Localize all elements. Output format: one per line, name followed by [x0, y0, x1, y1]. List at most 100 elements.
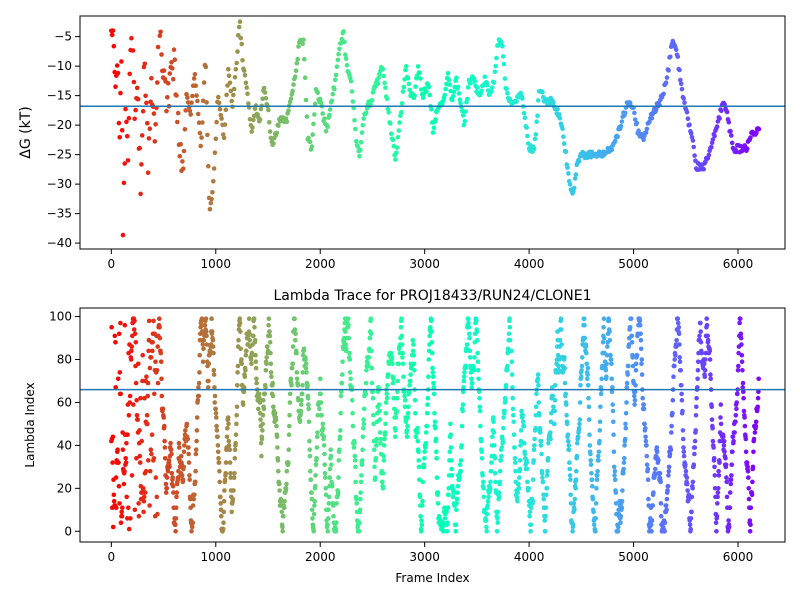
lambda-point — [444, 509, 449, 515]
lambda-point — [300, 383, 305, 388]
lambda-point — [679, 383, 684, 388]
lambda-point — [509, 372, 515, 377]
lambda-point — [381, 471, 386, 476]
lambda-point — [567, 473, 573, 478]
delta-g-point — [451, 89, 457, 95]
lambda-point — [232, 471, 237, 476]
lambda-point — [185, 436, 191, 442]
delta-g-point — [191, 76, 197, 81]
delta-g-point — [350, 99, 356, 104]
lambda-point — [746, 475, 751, 480]
delta-g-point — [712, 133, 717, 139]
delta-g-point — [226, 66, 231, 72]
delta-g-point — [490, 85, 495, 90]
lambda-point — [702, 374, 708, 380]
lambda-point — [161, 415, 166, 420]
lambda-point — [276, 468, 281, 474]
lambda-point — [338, 393, 344, 399]
lambda-point — [371, 413, 376, 418]
lambda-point — [562, 380, 568, 386]
lambda-point — [515, 490, 520, 495]
delta-g-point — [534, 119, 539, 124]
lambda-point — [200, 342, 206, 347]
lambda-point — [747, 529, 753, 534]
delta-g-points — [109, 19, 762, 238]
lambda-point — [266, 322, 271, 328]
lambda-point — [352, 453, 358, 459]
lambda-point — [665, 488, 670, 493]
lambda-point — [258, 440, 264, 446]
lambda-point — [690, 479, 696, 485]
delta-g-point — [284, 119, 290, 124]
lambda-point — [679, 398, 685, 403]
lambda-point — [652, 473, 658, 478]
lambda-point — [201, 337, 207, 343]
lambda-point — [280, 529, 286, 534]
lambda-point — [562, 365, 567, 371]
delta-g-point — [178, 141, 183, 147]
lambda-point — [374, 436, 380, 442]
delta-g-point — [413, 84, 418, 89]
lambda-point — [411, 352, 417, 358]
lambda-point — [155, 511, 160, 517]
lambda-point — [158, 359, 164, 365]
lambda-point — [756, 376, 761, 382]
lambda-point — [502, 408, 507, 414]
lambda-point — [383, 400, 389, 405]
delta-g-point — [116, 120, 122, 126]
lambda-point — [535, 372, 541, 377]
lambda-point — [125, 432, 130, 438]
delta-g-point — [194, 93, 199, 98]
lambda-point — [574, 453, 580, 459]
lambda-point — [552, 398, 558, 403]
delta-g-point — [274, 130, 280, 136]
lambda-point — [512, 456, 518, 461]
delta-g-point — [167, 71, 173, 76]
delta-g-point — [185, 100, 191, 105]
lambda-point — [607, 337, 613, 343]
lambda-point — [419, 518, 424, 523]
delta-g-point — [120, 232, 126, 238]
lambda-point — [360, 447, 365, 453]
lambda-point — [556, 363, 561, 369]
delta-g-point — [327, 107, 333, 112]
delta-g-point — [188, 112, 193, 117]
lambda-point — [724, 479, 729, 485]
lambda-point — [126, 505, 131, 511]
lambda-point — [204, 333, 209, 339]
delta-g-point — [161, 68, 167, 73]
lambda-x-tick-label: 5000 — [618, 550, 649, 564]
delta-g-point — [681, 96, 686, 101]
lambda-point — [259, 453, 264, 459]
lambda-point — [462, 370, 467, 375]
delta-g-point — [525, 133, 530, 139]
lambda-point — [244, 348, 249, 354]
lambda-point — [314, 456, 319, 461]
lambda-point — [621, 471, 626, 476]
lambda-point — [229, 509, 234, 515]
lambda-point — [643, 425, 648, 431]
lambda-point — [509, 348, 514, 354]
lambda-point — [478, 423, 483, 429]
lambda-point — [638, 346, 644, 352]
lambda-point — [544, 486, 550, 491]
lambda-point — [197, 352, 202, 358]
lambda-point — [537, 425, 543, 431]
lambda-point — [197, 370, 202, 375]
lambda-point — [611, 464, 617, 470]
lambda-point — [536, 400, 541, 405]
lambda-point — [485, 503, 490, 508]
delta-g-point — [267, 120, 272, 125]
lambda-point — [681, 449, 687, 455]
lambda-point — [281, 513, 286, 519]
lambda-point — [533, 425, 538, 431]
lambda-point — [136, 501, 141, 506]
lambda-point — [162, 456, 168, 461]
lambda-points — [109, 316, 761, 534]
lambda-point — [210, 344, 216, 349]
lambda-point — [496, 494, 502, 500]
lambda-point — [496, 490, 502, 495]
delta-g-point — [185, 95, 190, 100]
lambda-x-tick-label: 1000 — [201, 550, 232, 564]
delta-g-point — [343, 52, 348, 57]
